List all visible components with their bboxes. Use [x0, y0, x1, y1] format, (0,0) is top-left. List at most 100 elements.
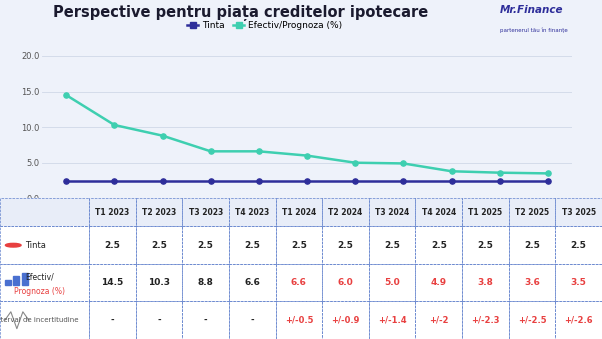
Bar	[0, 198, 89, 226]
Bar	[322, 226, 369, 264]
Bar	[229, 301, 276, 339]
Bar	[415, 198, 462, 226]
Bar	[322, 301, 369, 339]
Bar	[22, 273, 28, 285]
Text: T2 2025: T2 2025	[515, 208, 549, 217]
Text: 14.5: 14.5	[101, 278, 123, 287]
Bar	[229, 198, 276, 226]
Bar	[182, 226, 229, 264]
Bar	[322, 198, 369, 226]
Bar	[556, 226, 602, 264]
Bar	[322, 301, 369, 339]
Bar	[229, 301, 276, 339]
Point	[399, 161, 408, 166]
Bar	[556, 198, 602, 226]
Bar	[462, 226, 509, 264]
Bar	[462, 198, 509, 226]
Bar	[0, 301, 89, 339]
Point	[206, 178, 216, 183]
Circle shape	[5, 243, 21, 247]
Legend: Tinta, Efectiv/Prognoza (%): Tinta, Efectiv/Prognoza (%)	[184, 18, 346, 34]
Text: 2.5: 2.5	[244, 241, 260, 250]
Text: 2.5: 2.5	[571, 241, 586, 250]
Point	[302, 153, 312, 158]
Bar	[0, 264, 89, 301]
Bar	[556, 226, 602, 264]
Bar	[182, 301, 229, 339]
Bar	[556, 301, 602, 339]
Text: 2.5: 2.5	[431, 241, 447, 250]
Text: -: -	[157, 316, 161, 325]
Text: T4 2024: T4 2024	[421, 208, 456, 217]
Bar	[135, 226, 182, 264]
Bar	[369, 198, 415, 226]
Point	[206, 148, 216, 154]
Text: T3 2023: T3 2023	[188, 208, 223, 217]
Bar	[322, 198, 369, 226]
Bar	[182, 264, 229, 301]
Text: 2.5: 2.5	[291, 241, 307, 250]
Bar	[369, 301, 415, 339]
Point	[61, 178, 71, 183]
Bar	[0, 301, 89, 339]
Text: T1 2024: T1 2024	[282, 208, 316, 217]
Text: 2.5: 2.5	[338, 241, 353, 250]
Bar	[89, 226, 135, 264]
Text: 6.6: 6.6	[244, 278, 260, 287]
Text: T1 2023: T1 2023	[95, 208, 129, 217]
Text: 6.0: 6.0	[338, 278, 353, 287]
Bar	[322, 226, 369, 264]
Text: T2 2024: T2 2024	[329, 208, 362, 217]
Text: +/-2.5: +/-2.5	[518, 316, 547, 325]
Bar	[229, 264, 276, 301]
Bar	[415, 226, 462, 264]
Bar	[0, 264, 89, 301]
Bar	[509, 226, 556, 264]
Bar	[462, 301, 509, 339]
Bar	[89, 198, 135, 226]
Bar	[322, 264, 369, 301]
Bar	[276, 301, 322, 339]
Bar	[182, 198, 229, 226]
Bar	[229, 226, 276, 264]
Bar	[556, 264, 602, 301]
Bar	[369, 226, 415, 264]
Text: T4 2023: T4 2023	[235, 208, 270, 217]
Bar	[276, 264, 322, 301]
Bar	[135, 264, 182, 301]
Text: -: -	[204, 316, 208, 325]
Text: 6.6: 6.6	[291, 278, 307, 287]
Point	[110, 178, 119, 183]
Point	[110, 122, 119, 128]
Bar	[509, 198, 556, 226]
Point	[447, 168, 456, 174]
Text: 2.5: 2.5	[105, 241, 120, 250]
Bar	[229, 264, 276, 301]
Bar	[182, 264, 229, 301]
Text: +/-0.9: +/-0.9	[331, 316, 360, 325]
Text: 3.5: 3.5	[571, 278, 586, 287]
Bar	[556, 264, 602, 301]
Text: 2.5: 2.5	[477, 241, 494, 250]
Text: partenerul tău în finanțe: partenerul tău în finanțe	[500, 27, 568, 33]
Text: +/-1.4: +/-1.4	[378, 316, 406, 325]
Bar	[89, 264, 135, 301]
Text: 3.8: 3.8	[477, 278, 494, 287]
Text: 2.5: 2.5	[524, 241, 540, 250]
Text: Tinta: Tinta	[25, 241, 46, 250]
Bar	[369, 264, 415, 301]
Bar	[5, 280, 11, 285]
Bar	[89, 198, 135, 226]
Text: 4.9: 4.9	[431, 278, 447, 287]
Bar	[135, 301, 182, 339]
Point	[350, 160, 360, 165]
Bar	[13, 276, 19, 285]
Point	[350, 178, 360, 183]
Bar	[135, 198, 182, 226]
Bar	[182, 226, 229, 264]
Point	[158, 133, 167, 138]
Bar	[369, 264, 415, 301]
Bar	[556, 198, 602, 226]
Bar	[135, 301, 182, 339]
Bar	[509, 226, 556, 264]
